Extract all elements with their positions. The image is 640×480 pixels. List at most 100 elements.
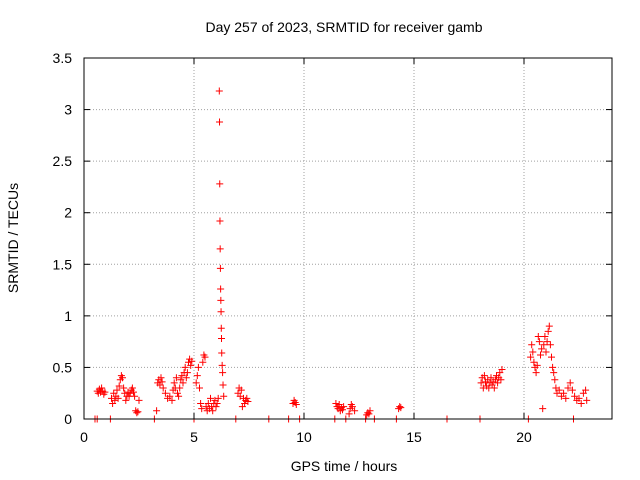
data-point — [128, 384, 136, 392]
data-point — [192, 379, 200, 387]
data-point — [217, 296, 225, 304]
data-point — [182, 374, 190, 382]
data-point — [544, 327, 552, 335]
data-point — [220, 392, 228, 400]
data-point — [366, 407, 374, 415]
data-point — [583, 396, 591, 404]
x-tick-label: 15 — [406, 429, 422, 445]
data-point — [575, 394, 583, 402]
data-point — [218, 349, 226, 357]
data-point — [135, 396, 143, 404]
data-point — [527, 353, 535, 361]
data-point — [197, 400, 205, 408]
data-point — [487, 374, 495, 382]
data-point — [217, 324, 225, 332]
data-point — [216, 118, 224, 126]
data-point — [183, 369, 191, 377]
data-point — [218, 335, 225, 343]
data-point — [179, 379, 187, 387]
data-point — [212, 403, 220, 411]
data-point — [548, 353, 555, 361]
data-point — [542, 348, 550, 356]
data-point — [498, 365, 506, 373]
x-tick-label: 20 — [516, 429, 532, 445]
data-point — [218, 361, 226, 369]
data-point — [564, 384, 572, 392]
data-point — [562, 394, 570, 402]
data-point — [494, 379, 502, 387]
data-point — [568, 386, 576, 394]
data-point — [113, 386, 121, 394]
data-point — [339, 406, 346, 414]
data-point — [533, 361, 541, 369]
data-point — [119, 374, 126, 382]
data-point — [216, 245, 224, 253]
data-point — [244, 397, 252, 405]
data-point — [170, 379, 178, 387]
data-points — [91, 87, 591, 423]
data-point — [194, 363, 202, 371]
x-axis-label: GPS time / hours — [291, 458, 398, 474]
data-point — [157, 374, 165, 382]
data-point — [214, 394, 222, 402]
data-point — [133, 409, 141, 417]
data-point — [332, 400, 340, 408]
data-point — [219, 381, 227, 389]
data-point — [535, 338, 543, 346]
y-tick-label: 0 — [64, 411, 72, 427]
data-point — [134, 408, 142, 416]
data-point — [187, 361, 195, 369]
data-point — [560, 389, 568, 397]
data-point — [181, 363, 189, 371]
data-point — [215, 87, 223, 95]
data-point — [577, 400, 585, 408]
x-tick-label: 5 — [190, 429, 198, 445]
data-point — [131, 392, 139, 400]
data-point — [115, 382, 123, 390]
data-point — [543, 338, 551, 346]
data-point — [216, 264, 224, 272]
data-point — [540, 341, 548, 349]
data-point — [193, 372, 201, 380]
data-point — [549, 363, 557, 371]
x-tick-label: 0 — [80, 429, 88, 445]
data-point — [130, 388, 137, 396]
data-point — [396, 403, 404, 411]
data-point — [158, 378, 166, 386]
axis-ticks — [83, 57, 612, 420]
y-tick-label: 1 — [64, 308, 72, 324]
data-point — [153, 407, 161, 415]
chart-title: Day 257 of 2023, SRMTID for receiver gam… — [205, 19, 482, 35]
y-tick-label: 0.5 — [53, 359, 73, 375]
data-point — [397, 404, 405, 412]
data-point — [497, 376, 505, 384]
data-point — [172, 374, 180, 382]
data-point — [534, 332, 542, 340]
data-point — [532, 369, 540, 377]
data-point — [477, 379, 485, 387]
data-point — [528, 341, 536, 349]
data-point — [541, 332, 549, 340]
data-point — [243, 394, 251, 402]
data-point — [551, 376, 559, 384]
y-tick-label: 3 — [64, 102, 72, 118]
data-point — [209, 407, 217, 415]
y-tick-label: 3.5 — [53, 50, 73, 66]
data-point — [546, 341, 554, 349]
data-point — [216, 180, 224, 188]
data-point — [537, 351, 544, 359]
data-point — [175, 392, 183, 400]
data-point — [159, 384, 167, 392]
data-point — [365, 410, 373, 418]
y-axis-label: SRMTID / TECUs — [5, 183, 21, 293]
data-point — [530, 358, 538, 366]
data-point — [217, 308, 225, 316]
data-point — [539, 405, 547, 413]
data-point — [122, 396, 130, 404]
data-point — [216, 217, 224, 225]
y-tick-label: 2 — [64, 205, 72, 221]
y-tick-label: 2.5 — [53, 153, 73, 169]
data-point — [168, 396, 176, 404]
